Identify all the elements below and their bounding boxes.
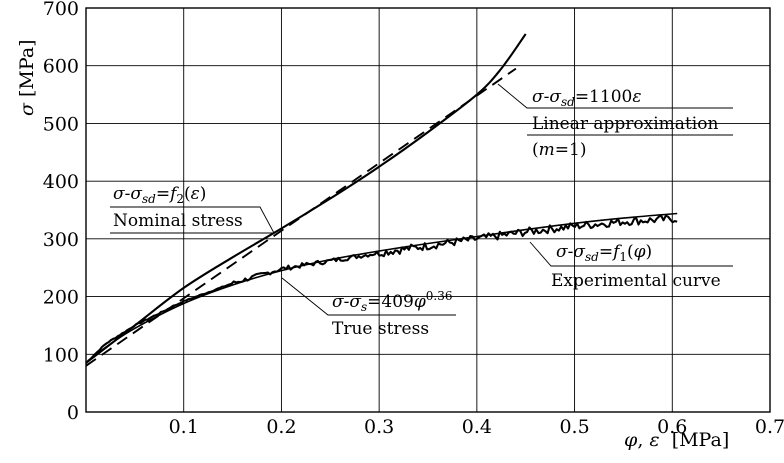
nominal-formula: σ-σsd=f2(ε) [113, 184, 206, 206]
y-tick-label: 100 [43, 344, 79, 366]
linear-sub: (m=1) [532, 140, 586, 160]
y-tick-label: 200 [43, 287, 79, 309]
x-tick-label: 0.3 [364, 416, 394, 438]
true-stress-curve [85, 212, 678, 364]
nominal-leader [110, 206, 275, 234]
linear-leader [497, 83, 733, 109]
nominal-label: Nominal stress [113, 211, 243, 231]
curves [85, 33, 678, 367]
linear-formula: σ-σsd=1100ε [532, 87, 641, 109]
x-tick-label: 0.2 [266, 416, 296, 438]
x-tick-label: 0.1 [169, 416, 199, 438]
nominal-stress-curve [85, 33, 527, 364]
y-tick-label: 0 [67, 402, 79, 424]
exp-formula: σ-σsd=f1(φ) [556, 242, 652, 264]
experimental-curve [85, 214, 678, 364]
exp-leader [529, 241, 733, 267]
y-axis-title: σ [MPa] [16, 39, 38, 116]
y-tick-label: 500 [43, 113, 79, 135]
annotation-leaders [110, 83, 733, 316]
true-leader [281, 277, 456, 316]
x-tick-label: 0.7 [755, 416, 784, 438]
y-tick-label: 700 [43, 0, 79, 20]
grid [86, 8, 770, 412]
true-formula: σ-σs=409φ0.36 [332, 289, 452, 314]
y-tick-label: 600 [43, 56, 79, 78]
linear-label: Linear approximation [532, 114, 718, 134]
plot-frame [85, 7, 771, 413]
tick-labels: 0.1 0.2 0.3 0.4 0.5 0.6 0.7 0 100 200 300 400 500 600… [43, 0, 784, 438]
y-tick-label: 400 [43, 171, 79, 193]
x-tick-label: 0.5 [559, 416, 589, 438]
x-tick-label: 0.4 [462, 416, 492, 438]
x-axis-title: φ, ε [MPa] [624, 429, 729, 451]
true-label: True stress [332, 319, 429, 339]
exp-label: Experimental curve [551, 271, 721, 291]
y-tick-label: 300 [43, 229, 79, 251]
x-tick-label: 0.6 [657, 416, 687, 438]
